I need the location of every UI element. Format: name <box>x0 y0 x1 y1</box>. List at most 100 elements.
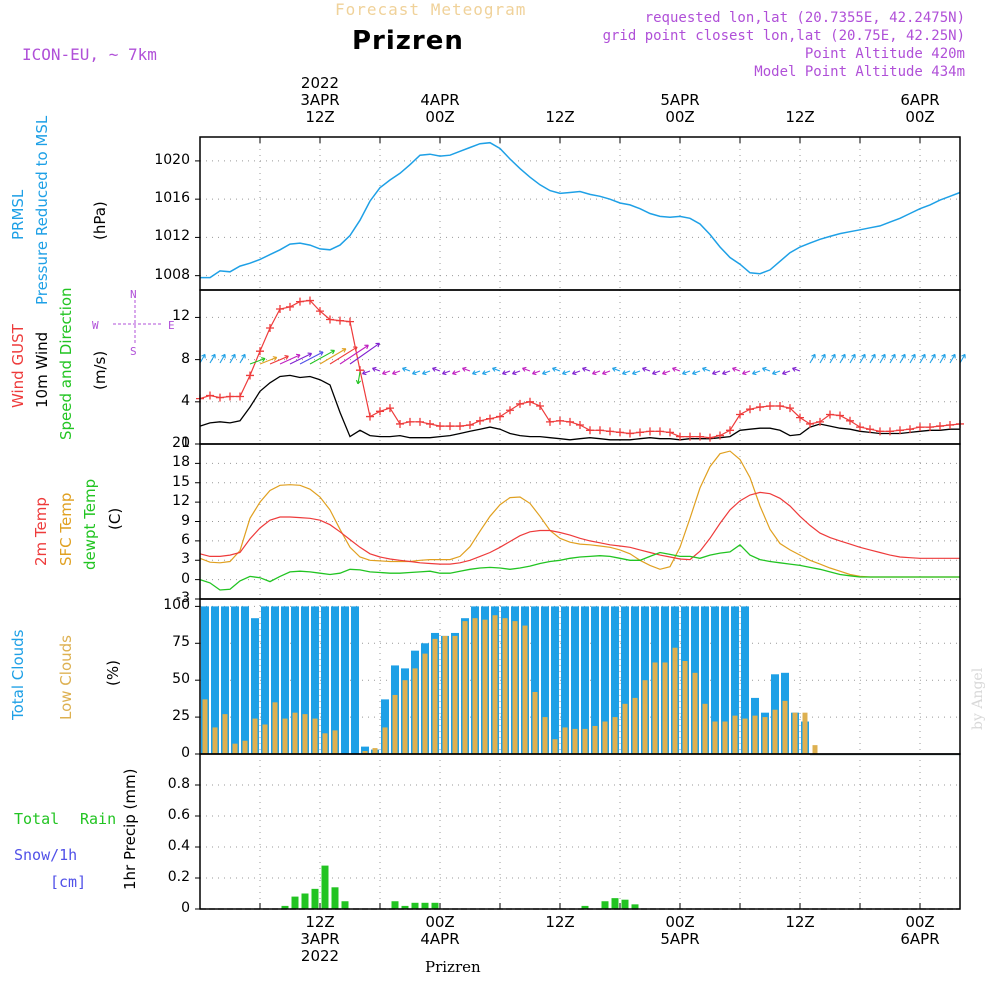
wind-gust-point <box>316 307 324 316</box>
total-clouds-bar <box>551 606 559 754</box>
wind-direction-arrow <box>462 367 471 372</box>
wind-direction-arrowhead <box>881 353 886 359</box>
wind-direction-arrow <box>949 354 956 364</box>
wind-direction-arrow <box>542 370 551 375</box>
y-tick-label: 21 <box>172 435 190 451</box>
wind-direction-arrowhead <box>221 353 226 359</box>
total-clouds-bar <box>211 606 219 754</box>
total-clouds-bar <box>601 606 609 754</box>
wind-direction-arrow <box>452 370 461 375</box>
wind-direction-arrow <box>622 370 631 375</box>
low-clouds-bar <box>392 694 398 754</box>
wind-direction-arrow <box>772 370 781 375</box>
low-clouds-bar <box>332 730 338 754</box>
wind-direction-arrow <box>382 370 391 375</box>
low-clouds-bar <box>592 725 598 754</box>
frame-layer <box>195 136 961 910</box>
low-clouds-bar <box>682 661 688 754</box>
wind-gust-point <box>776 402 784 411</box>
precip-bar <box>631 904 639 909</box>
wind-gust-point <box>636 428 644 437</box>
total-clouds-bar <box>351 606 359 754</box>
low-clouds-bar <box>732 715 738 754</box>
y-tick-label: 15 <box>172 473 190 490</box>
y-tick-label: 4 <box>181 392 190 409</box>
wind-direction-arrow <box>959 354 966 364</box>
wind-unit: (m/s) <box>91 350 109 390</box>
wind-gust-point <box>786 404 794 413</box>
wind-gust-point <box>406 417 414 426</box>
total-clouds-bar <box>561 606 569 754</box>
precip-bar <box>341 901 349 909</box>
total-clouds-bar <box>341 606 349 754</box>
wind-direction-arrow <box>662 370 671 375</box>
wind-direction-arrowhead <box>272 356 278 361</box>
wind-gust-point <box>506 406 514 415</box>
temp-unit: (C) <box>106 507 124 530</box>
low-clouds-bar <box>302 714 308 754</box>
y-tick-label: 0.4 <box>167 838 190 854</box>
total-clouds-bar <box>221 606 229 754</box>
wind-gust-point <box>836 411 844 420</box>
total-clouds-bar <box>731 606 739 754</box>
wind-direction-arrow <box>339 344 369 365</box>
wind-direction-arrow <box>742 370 751 375</box>
total-clouds-bar <box>361 746 369 754</box>
low-clouds-bar <box>752 715 758 754</box>
wind-gust-point <box>556 416 564 425</box>
wind-direction-arrowhead <box>752 370 757 376</box>
wind-direction-arrow <box>592 370 601 375</box>
low-clouds-bar <box>492 615 498 754</box>
total-clouds-bar <box>741 606 749 754</box>
total-clouds-bar <box>321 606 329 754</box>
total-clouds-bar <box>701 606 709 754</box>
wind-direction-arrow <box>582 367 591 372</box>
wind-gust-point <box>446 422 454 431</box>
bottom-time-label: 00Z 5APR <box>660 913 700 948</box>
wind-gust-point <box>456 422 464 431</box>
bottom-time-label: 00Z 6APR <box>900 913 940 948</box>
wind-direction-arrowhead <box>241 353 246 359</box>
wind-gust-point <box>606 427 614 436</box>
y-tick-label: 1016 <box>154 190 190 207</box>
wind-direction-arrowhead <box>831 353 836 359</box>
low-clouds-label: Low Clouds <box>57 635 75 720</box>
wind-direction-arrowhead <box>572 370 577 376</box>
wind-direction-arrowhead <box>692 370 697 376</box>
wind-direction-arrow <box>199 354 206 364</box>
wind-direction-arrow <box>372 367 381 372</box>
footer-location: Prizren <box>425 958 481 976</box>
total-clouds-bar <box>621 606 629 754</box>
wind-direction-arrowhead <box>632 370 637 376</box>
wind-direction-arrowhead <box>911 353 916 359</box>
wind-direction-arrowhead <box>841 353 846 359</box>
wind-gust-point <box>546 417 554 426</box>
low-clouds-bar <box>472 618 478 754</box>
wind-direction-arrow <box>392 370 401 375</box>
wind-gust-point <box>686 432 694 441</box>
wind-direction-arrowhead <box>552 366 557 372</box>
low-clouds-bar <box>222 714 228 754</box>
wind-10m-label: 10m Wind <box>33 331 51 408</box>
wind-direction-arrowhead <box>482 370 487 376</box>
low-clouds-bar <box>272 702 278 754</box>
low-clouds-bar <box>452 635 458 754</box>
wind-gust-point <box>896 426 904 435</box>
low-clouds-bar <box>802 712 808 754</box>
wind-direction-arrowhead <box>811 353 816 359</box>
wind-direction-arrow <box>249 358 266 365</box>
pressure-line <box>200 141 961 279</box>
low-clouds-bar <box>212 727 218 754</box>
y-tick-label: 25 <box>172 708 190 725</box>
wind-gust-point <box>846 416 854 425</box>
wind-gust-point <box>816 417 824 426</box>
low-clouds-bar <box>662 662 668 754</box>
total-clouds-bar <box>581 606 589 754</box>
wind-direction-arrow <box>889 354 896 364</box>
total-clouds-bar <box>331 606 339 754</box>
top-time-label: 12Z <box>545 108 575 126</box>
wind-direction-arrowhead <box>330 349 335 355</box>
low-clouds-bar <box>232 743 238 754</box>
wind-direction-arrow <box>602 370 611 375</box>
precip-bar <box>581 905 589 909</box>
